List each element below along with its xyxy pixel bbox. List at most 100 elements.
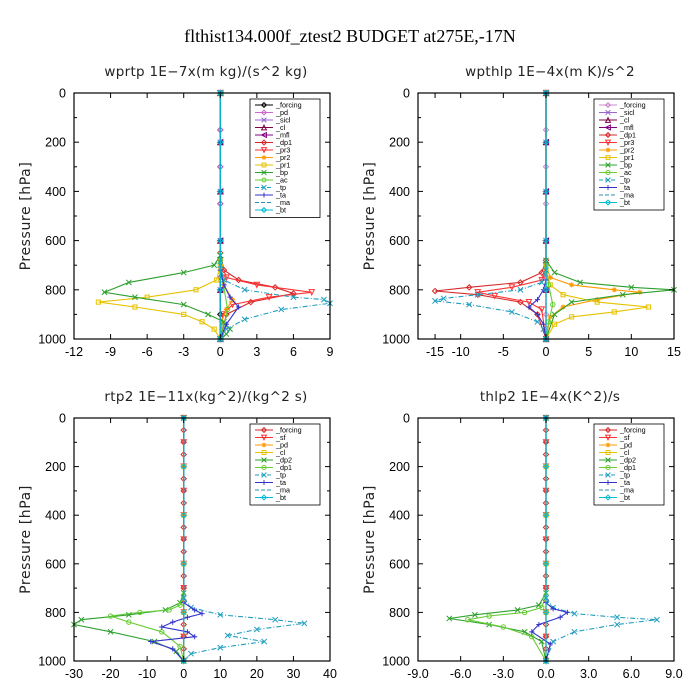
legend-label_pd: _pd	[275, 108, 288, 117]
data-point_dp2	[107, 628, 114, 635]
data-point_tp	[320, 296, 327, 303]
legend-marker_bp	[261, 169, 267, 176]
data-point_dp1	[166, 607, 172, 613]
series-line_tp	[183, 418, 305, 662]
data-point_ta	[170, 646, 176, 652]
data-point_bt	[216, 138, 224, 146]
data-point_tp	[241, 286, 248, 293]
data-point_dp1	[521, 609, 528, 616]
y-tick-label: 200	[45, 136, 66, 150]
y-tick-label: 800	[389, 606, 410, 620]
panel-title-rtp2: rtp2 1E−11x(kg^2)/(kg^2 s)	[104, 389, 307, 405]
data-point_bt	[542, 286, 550, 294]
legend-thlp2: _forcing_sf_pd_cl_dp2_dp1_tp_ta_ma_bt	[593, 423, 665, 506]
data-point_bt	[180, 609, 188, 616]
data-point_pr3	[508, 284, 516, 292]
x-tick-label: -9	[105, 345, 116, 359]
data-point_dp1	[474, 291, 482, 299]
legend-label_bt: _bt	[275, 206, 286, 215]
legend-label_tp: _tp	[619, 176, 630, 185]
data-point_pr3	[265, 294, 273, 301]
legend-label_dp1: _dp1	[619, 463, 636, 472]
data-point_bt	[542, 138, 550, 146]
data-point_tp	[253, 626, 260, 633]
legend-marker_pr3	[604, 139, 612, 147]
data-point_tp	[538, 279, 545, 286]
data-point_tp	[474, 291, 481, 298]
data-point_pr2	[637, 289, 643, 295]
data-point_dp1	[465, 284, 473, 291]
y-tick-label: 1000	[38, 655, 66, 669]
y-tick-label: 400	[45, 509, 66, 523]
data-point_ta	[550, 606, 556, 612]
x-tick-label: -5	[498, 345, 509, 359]
data-point_ta	[170, 619, 176, 625]
series-group-thlp2	[446, 414, 660, 665]
legend-marker_sicl	[261, 117, 267, 123]
data-point_dp1	[137, 609, 143, 616]
data-point_pr3	[538, 306, 546, 314]
x-tick-label: 6.0	[623, 667, 640, 681]
data-point_tp	[241, 316, 248, 323]
legend-marker_bt	[604, 199, 612, 206]
legend-marker_ac	[261, 177, 267, 183]
data-point_tp	[534, 318, 541, 325]
data-point_bt	[180, 560, 188, 568]
series-group-wprtp	[95, 89, 333, 343]
data-point_pr1	[199, 319, 205, 325]
legend-label_ma: _ma	[275, 198, 290, 207]
x-tick-label: 0.0	[537, 667, 554, 681]
data-point_bt	[542, 560, 550, 568]
legend-label_pr2: _pr2	[275, 153, 290, 162]
legend-marker_bp	[605, 162, 611, 168]
legend-marker_cl	[261, 450, 267, 455]
data-point_pr3	[222, 274, 230, 282]
data-point_tp	[571, 628, 578, 635]
y-tick-label: 1000	[38, 333, 66, 347]
y-tick-label: 0	[403, 412, 410, 426]
legend-marker_mfl	[604, 124, 611, 131]
data-point_pr1	[181, 311, 187, 317]
data-point_dp1	[529, 633, 535, 640]
legend-label_sf: _sf	[275, 433, 286, 442]
data-point_pr3	[491, 292, 499, 300]
y-tick-label: 800	[45, 283, 66, 297]
legend-marker_sf	[604, 434, 612, 442]
legend-marker_pd	[605, 442, 611, 448]
legend-label_pr2: _pr2	[619, 146, 634, 155]
data-point_tp	[272, 616, 279, 623]
legend-marker_tp	[261, 472, 267, 478]
legend-label_cl: _cl	[275, 123, 286, 132]
x-tick-label: 9.0	[665, 667, 682, 681]
legend-marker_tp	[605, 177, 611, 183]
data-point_pr1	[611, 309, 617, 315]
data-point_ta	[148, 638, 154, 645]
x-tick-label: -12	[65, 345, 83, 359]
data-point_tp	[550, 638, 557, 645]
legend-marker_bt	[260, 494, 268, 501]
data-point_bp	[180, 301, 187, 308]
y-tick-label: 200	[389, 460, 410, 474]
x-tick-label: -15	[426, 345, 444, 359]
y-tick-label: 0	[59, 87, 66, 101]
legend-marker_tp	[261, 184, 267, 191]
legend-box	[593, 98, 665, 211]
data-point_dp1	[290, 290, 297, 297]
data-point_bp	[125, 279, 132, 286]
data-point_bp	[577, 279, 584, 286]
data-point_pr2	[611, 287, 617, 293]
data-point_dp2	[471, 611, 478, 618]
y-tick-label: 400	[389, 509, 410, 523]
data-point_bt	[542, 237, 550, 244]
series-line_ta	[150, 418, 204, 662]
main-title: flthist134.000f_ztest2 BUDGET at275E,-17…	[184, 26, 516, 46]
legend-label_pr1: _pr1	[619, 153, 634, 162]
y-tick-label: 200	[45, 460, 66, 474]
data-point_dp2	[173, 648, 180, 655]
data-point_bp	[551, 311, 558, 318]
data-point_pr3	[474, 289, 482, 296]
legend-label_sf: _sf	[619, 433, 630, 442]
x-tick-label: -30	[65, 667, 83, 681]
data-point_tp	[614, 614, 621, 621]
